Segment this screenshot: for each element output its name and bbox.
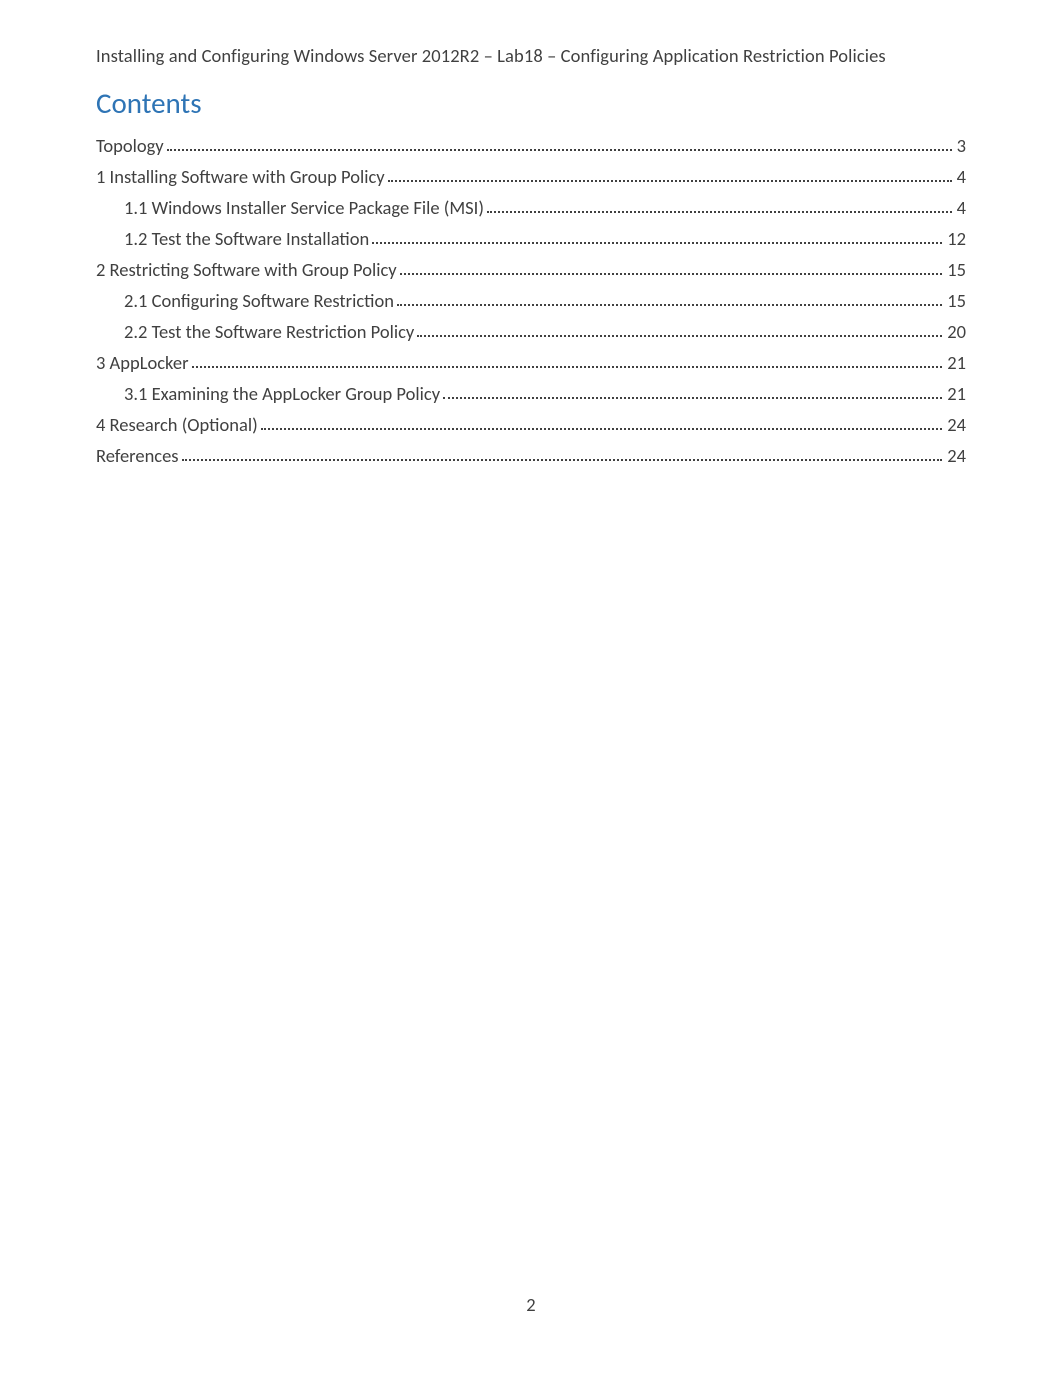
toc-page-number: 24 (945, 416, 966, 435)
toc-leader (261, 428, 943, 430)
toc-label: 4 Research (Optional) (96, 416, 258, 435)
toc-label: 3.1 Examining the AppLocker Group Policy (96, 385, 440, 404)
toc-page-number: 4 (955, 168, 966, 187)
toc-label: 2.1 Configuring Software Restriction (96, 292, 394, 311)
table-of-contents: Topology 3 1 Installing Software with Gr… (96, 137, 966, 466)
toc-page-number: 3 (955, 137, 966, 156)
toc-entry[interactable]: 1.2 Test the Software Installation 12 (96, 230, 966, 249)
toc-leader (487, 211, 952, 213)
toc-leader (443, 397, 942, 399)
toc-entry[interactable]: 2.2 Test the Software Restriction Policy… (96, 323, 966, 342)
toc-label: 1 Installing Software with Group Policy (96, 168, 385, 187)
toc-page-number: 4 (955, 199, 966, 218)
toc-leader (400, 273, 943, 275)
toc-entry[interactable]: References 24 (96, 447, 966, 466)
toc-entry[interactable]: Topology 3 (96, 137, 966, 156)
toc-label: 1.1 Windows Installer Service Package Fi… (96, 199, 484, 218)
toc-entry[interactable]: 3 AppLocker 21 (96, 354, 966, 373)
toc-page-number: 21 (945, 385, 966, 404)
toc-page-number: 15 (945, 261, 966, 280)
toc-leader (192, 366, 943, 368)
toc-leader (167, 149, 952, 151)
toc-leader (182, 459, 943, 461)
toc-page-number: 24 (945, 447, 966, 466)
toc-page-number: 12 (945, 230, 966, 249)
toc-label: 2.2 Test the Software Restriction Policy (96, 323, 414, 342)
toc-label: 2 Restricting Software with Group Policy (96, 261, 397, 280)
contents-heading: Contents (96, 85, 966, 121)
toc-leader (388, 180, 952, 182)
toc-label: 3 AppLocker (96, 354, 189, 373)
toc-page-number: 20 (945, 323, 966, 342)
toc-entry[interactable]: 4 Research (Optional) 24 (96, 416, 966, 435)
toc-entry[interactable]: 1.1 Windows Installer Service Package Fi… (96, 199, 966, 218)
toc-leader (417, 335, 942, 337)
toc-label: Topology (96, 137, 164, 156)
toc-entry[interactable]: 2 Restricting Software with Group Policy… (96, 261, 966, 280)
toc-page-number: 21 (945, 354, 966, 373)
document-page: Installing and Configuring Windows Serve… (0, 0, 1062, 1376)
toc-entry[interactable]: 3.1 Examining the AppLocker Group Policy… (96, 385, 966, 404)
running-header: Installing and Configuring Windows Serve… (96, 44, 966, 67)
toc-page-number: 15 (945, 292, 966, 311)
page-number: 2 (0, 1293, 1062, 1316)
toc-label: References (96, 447, 179, 466)
toc-entry[interactable]: 2.1 Configuring Software Restriction 15 (96, 292, 966, 311)
toc-entry[interactable]: 1 Installing Software with Group Policy … (96, 168, 966, 187)
toc-label: 1.2 Test the Software Installation (96, 230, 369, 249)
toc-leader (372, 242, 942, 244)
toc-leader (397, 304, 942, 306)
